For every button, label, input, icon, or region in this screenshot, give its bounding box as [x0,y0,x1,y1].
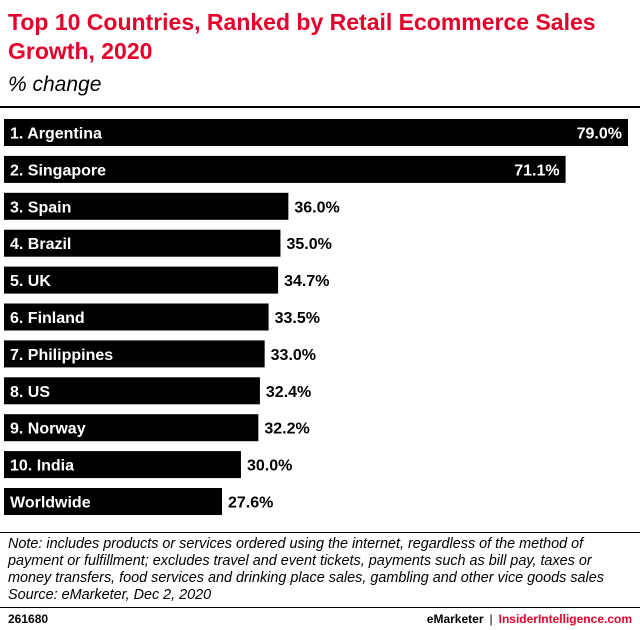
value-label-spain: 36.0% [294,199,339,216]
bar-finland [4,303,269,331]
value-label-india: 30.0% [247,458,292,475]
note-line: payment or fulfillment; excludes travel … [8,553,592,569]
value-label-uk: 34.7% [284,273,329,290]
bar-singapore [4,155,566,183]
note-divider [0,532,640,533]
value-label-us: 32.4% [266,384,311,401]
footer-brand: eMarketer | InsiderIntelligence.com [427,612,632,626]
category-label-india: 10. India [10,458,74,475]
category-label-finland: 6. Finland [10,310,85,327]
brand-separator: | [489,612,493,626]
bar-spain [4,192,289,220]
bar-argentina [4,119,628,146]
category-label-argentina: 1. Argentina [10,126,102,143]
category-label-spain: 3. Spain [10,199,71,216]
bar-us [4,377,260,405]
value-label-norway: 32.2% [264,421,309,438]
category-label-norway: 9. Norway [10,421,86,438]
category-label-brazil: 4. Brazil [10,236,71,253]
bar-philippines [4,340,265,368]
bar-chart: 1. Argentina 79.0% 2. Singapore 71.1% 3. Spa… [4,119,628,515]
value-label-worldwide: 27.6% [228,495,273,512]
category-label-us: 8. US [10,384,50,401]
bar-india [4,451,241,479]
chart-subtitle: % change [8,73,102,96]
value-label-philippines: 33.0% [271,347,316,364]
category-label-worldwide: Worldwide [10,495,91,512]
source-line: Source: eMarketer, Dec 2, 2020 [8,587,212,603]
top-divider [0,106,640,108]
category-label-singapore: 2. Singapore [10,162,106,179]
footer-divider [0,607,640,608]
note-line: Note: includes products or services orde… [8,536,584,552]
bar-worldwide [4,488,223,515]
chart-id: 261680 [8,612,49,626]
value-label-singapore: 71.1% [514,162,559,179]
bar-uk [4,266,279,294]
chart-note: Note: includes products or services orde… [8,536,636,604]
value-label-finland: 33.5% [275,310,320,327]
value-label-argentina: 79.0% [577,126,622,143]
bar-brazil [4,229,281,257]
value-label-brazil: 35.0% [286,236,331,253]
bar-norway [4,414,259,442]
category-label-philippines: 7. Philippines [10,347,113,364]
note-line: money transfers, food services and drink… [8,570,604,586]
brand-emarketer: eMarketer [426,612,484,626]
brand-insider-intelligence: InsiderIntelligence.com [498,612,632,626]
category-label-uk: 5. UK [10,273,51,290]
chart-title: Top 10 Countries, Ranked by Retail Ecomm… [8,9,596,64]
